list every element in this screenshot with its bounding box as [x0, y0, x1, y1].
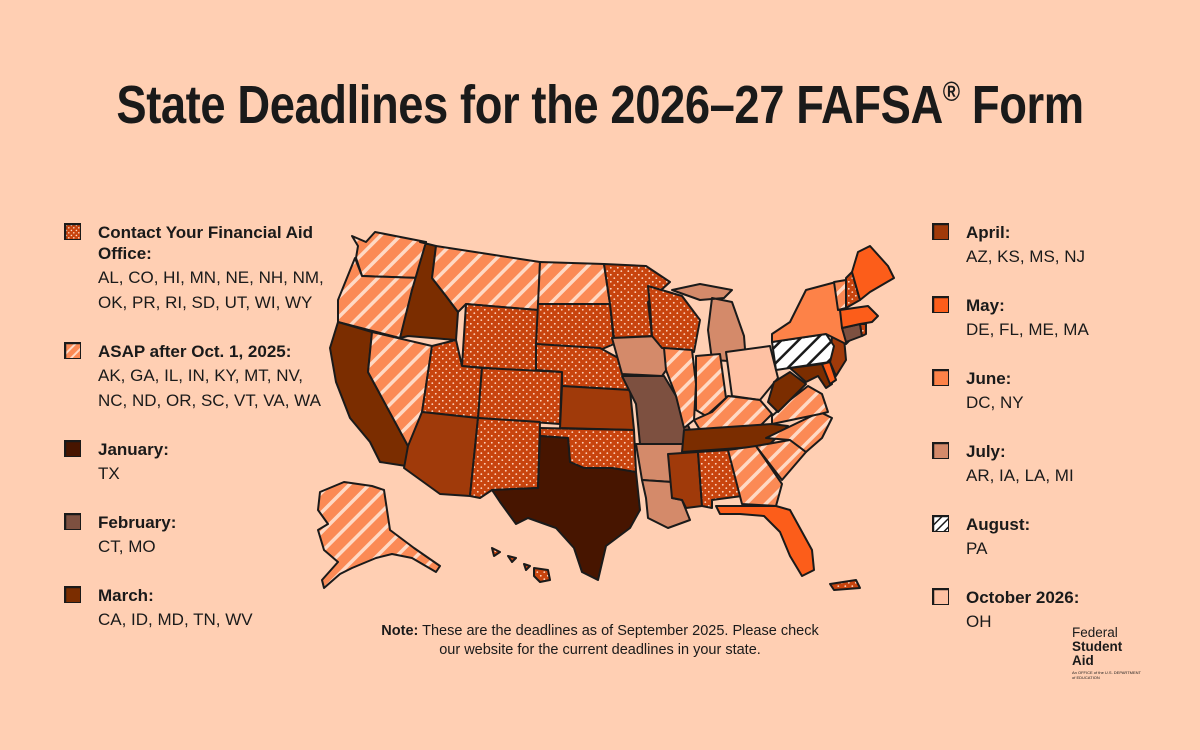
title-suffix: Form	[971, 75, 1084, 135]
legend-states: OH	[966, 612, 992, 631]
legend-swatch-october	[932, 588, 949, 605]
legend-swatch-march	[64, 586, 81, 603]
state-pr	[829, 579, 861, 591]
legend-label: March:	[98, 586, 154, 605]
state-wy	[461, 303, 539, 373]
legend-label: January:	[98, 440, 169, 459]
legend-states: AZ, KS, MS, NJ	[966, 247, 1086, 266]
state-nm	[469, 417, 541, 499]
logo-line2: Student	[1072, 639, 1123, 654]
state-ma	[839, 305, 879, 329]
legend-swatch-february	[64, 513, 81, 530]
legend-label: July:	[966, 442, 1006, 461]
logo-line3: Aid	[1072, 653, 1094, 668]
legend-item-june: June: DC, NY	[932, 368, 1162, 415]
legend-item-dots: Contact Your Financial Aid Office: AL, CO…	[64, 222, 334, 315]
legend-right: April: AZ, KS, MS, NJ May: DE, FL, ME, MA Ju…	[932, 222, 1162, 660]
legend-left: Contact Your Financial Aid Office: AL, CO…	[64, 222, 334, 658]
legend-states: CA, ID, MD, TN, WV	[98, 610, 253, 629]
note-text: These are the deadlines as of September …	[422, 623, 819, 658]
legend-swatch-august	[932, 515, 949, 532]
state-sd	[535, 303, 615, 351]
state-me	[851, 245, 895, 301]
page-title: State Deadlines for the 2026–27 FAFSA® F…	[96, 74, 1104, 136]
state-tx	[491, 435, 641, 581]
legend-swatch-june	[932, 369, 949, 386]
legend-states: AK, GA, IL, IN, KY, MT, NV, NC, ND, OR, …	[98, 366, 321, 410]
legend-swatch-july	[932, 442, 949, 459]
legend-label: August:	[966, 515, 1031, 534]
legend-label: May:	[966, 296, 1005, 315]
legend-item-asap: ASAP after Oct. 1, 2025: AK, GA, IL, IN, …	[64, 341, 334, 413]
federal-student-aid-logo: Federal Student Aid An OFFICE of the U.S…	[1072, 625, 1142, 681]
legend-swatch-january	[64, 440, 81, 457]
legend-label: June:	[966, 369, 1012, 388]
legend-states: PA	[966, 539, 988, 558]
state-oh	[725, 345, 779, 401]
state-il	[663, 347, 697, 429]
legend-item-april: April: AZ, KS, MS, NJ	[932, 222, 1162, 269]
state-co	[477, 367, 563, 425]
footnote: Note: These are the deadlines as of Sept…	[380, 622, 820, 660]
state-ga	[727, 445, 783, 507]
legend-label: February:	[98, 513, 177, 532]
legend-states: DC, NY	[966, 393, 1024, 412]
legend-item-january: January: TX	[64, 439, 334, 486]
state-wa	[351, 231, 427, 279]
legend-swatch-asap	[64, 342, 81, 359]
state-hi	[491, 547, 551, 583]
legend-states: CT, MO	[98, 537, 156, 556]
logo-line1: Federal	[1072, 625, 1118, 640]
state-ks	[559, 385, 635, 431]
state-ri	[859, 323, 867, 337]
legend-label: October 2026:	[966, 588, 1080, 607]
legend-label: ASAP after Oct. 1, 2025:	[98, 342, 292, 361]
legend-label: Contact Your Financial Aid Office:	[98, 223, 314, 263]
legend-swatch-dots	[64, 223, 81, 240]
legend-swatch-april	[932, 223, 949, 240]
state-nd	[537, 261, 611, 305]
legend-item-august: August: PA	[932, 514, 1162, 561]
legend-states: AL, CO, HI, MN, NE, NH, NM, OK, PR, RI, …	[98, 268, 324, 312]
legend-states: AR, IA, LA, MI	[966, 466, 1074, 485]
state-ak	[317, 481, 441, 589]
legend-states: TX	[98, 464, 120, 483]
registered-mark: ®	[942, 76, 960, 107]
note-bold: Note:	[381, 623, 419, 639]
logo-tagline: An OFFICE of the U.S. DEPARTMENT of EDUC…	[1072, 670, 1141, 680]
legend-swatch-may	[932, 296, 949, 313]
title-text: State Deadlines for the 2026–27 FAFSA	[116, 75, 943, 135]
legend-item-may: May: DE, FL, ME, MA	[932, 295, 1162, 342]
legend-states: DE, FL, ME, MA	[966, 320, 1089, 339]
legend-label: April:	[966, 223, 1011, 242]
legend-item-february: February: CT, MO	[64, 512, 334, 559]
state-fl	[715, 505, 815, 577]
state-wv	[767, 371, 807, 413]
legend-item-march: March: CA, ID, MD, TN, WV	[64, 585, 334, 632]
legend-item-october: October 2026: OH	[932, 587, 1162, 634]
legend-item-july: July: AR, IA, LA, MI	[932, 441, 1162, 488]
